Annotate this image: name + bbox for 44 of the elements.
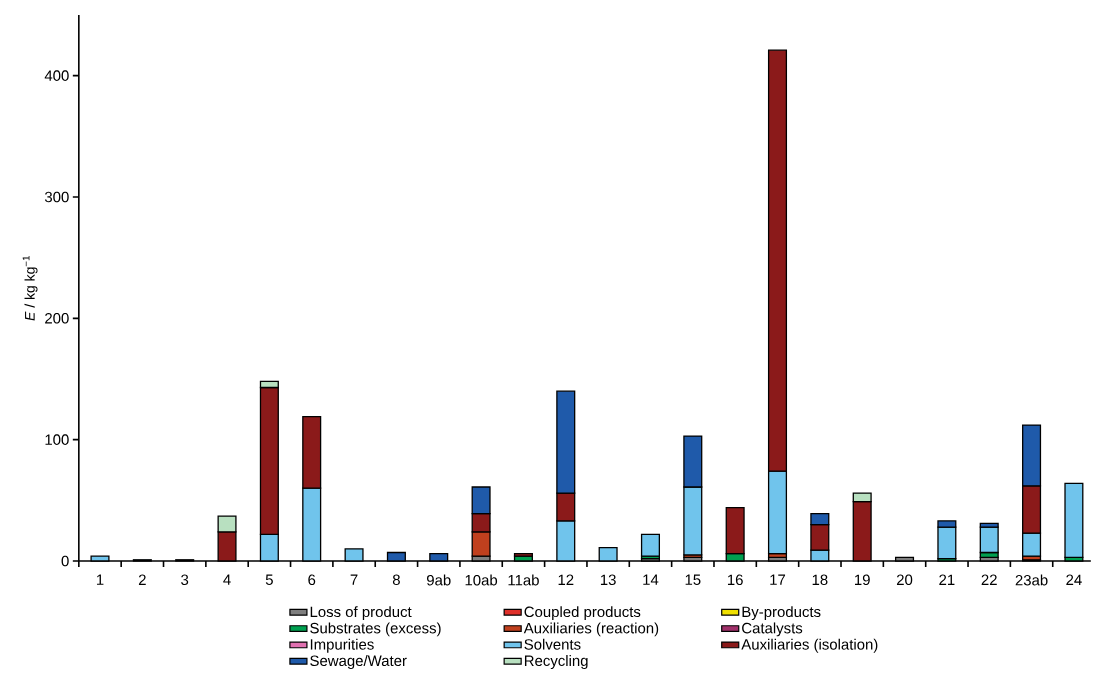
x-tick-label: 13 — [600, 574, 616, 586]
y-axis-title: E / kg kg$^{−1}$ — [22, 255, 38, 321]
y-tick-label: 300 — [44, 191, 69, 203]
legend-label: Coupled products — [524, 606, 641, 621]
x-tick-label: 4 — [223, 574, 231, 585]
x-tick-label: 17 — [770, 574, 786, 585]
x-tick-label: 6 — [308, 574, 316, 586]
x-tick-label: 1 — [96, 574, 104, 585]
x-tick-label: 10ab — [465, 574, 498, 586]
legend-label: Substrates (excess) — [310, 622, 441, 637]
x-tick-label: 20 — [896, 574, 913, 586]
x-tick-label: 12 — [558, 574, 574, 585]
legend-label: By-products — [742, 606, 821, 621]
bar — [640, 533, 661, 557]
x-tick-label: 5 — [265, 574, 273, 585]
legend-label: Catalysts — [742, 622, 803, 637]
legend-label: Auxiliaries (reaction) — [523, 622, 659, 637]
x-tick-label: 21 — [939, 574, 955, 585]
x-tick-label: 18 — [812, 574, 828, 586]
x-tick-label: 7 — [350, 574, 358, 585]
x-tick-label: 19 — [855, 574, 870, 586]
y-tick-label: 0 — [61, 555, 69, 567]
legend-label: Recycling — [524, 655, 588, 669]
legend-label: Loss of product — [310, 606, 412, 621]
bar — [979, 526, 999, 554]
y-tick-label: 200 — [45, 313, 69, 324]
y-tick-label: 100 — [45, 434, 69, 445]
x-tick-label: 15 — [685, 574, 701, 585]
x-tick-label: 3 — [181, 574, 189, 586]
bar — [1064, 482, 1084, 559]
legend-label: Solvents — [524, 638, 581, 650]
x-tick-label: 22 — [981, 574, 997, 585]
x-tick-label: 24 — [1066, 574, 1082, 585]
x-tick-label: 14 — [643, 574, 659, 585]
x-tick-label: 16 — [727, 574, 743, 586]
legend-label: Sewage/Water — [310, 655, 407, 669]
legend-label: Impurities — [310, 638, 374, 653]
x-tick-label: 9ab — [426, 574, 451, 586]
x-tick-label: 11ab — [508, 574, 539, 586]
y-tick-label: 400 — [44, 70, 69, 81]
x-tick-label: 2 — [138, 574, 146, 585]
x-tick-label: 8 — [392, 574, 400, 586]
legend-label: Auxiliaries (isolation) — [741, 638, 878, 653]
x-tick-label: 23ab — [1015, 574, 1048, 586]
